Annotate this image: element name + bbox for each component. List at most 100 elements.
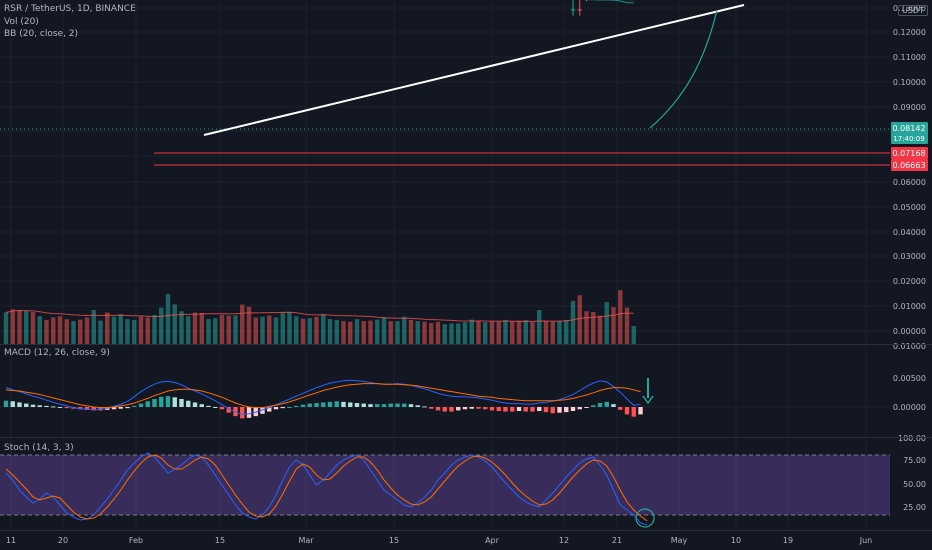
pane-separator-stoch[interactable] <box>0 437 932 438</box>
price-tick-label: 0.03000 <box>893 252 926 261</box>
volume-bar <box>145 317 150 344</box>
macd-histogram-bar <box>10 401 15 407</box>
volume-bar <box>368 320 373 344</box>
volume-bar <box>287 312 292 344</box>
macd-histogram-bar <box>219 407 225 410</box>
volume-bar <box>449 323 454 344</box>
volume-bar <box>550 321 555 344</box>
macd-histogram-bar <box>165 396 171 407</box>
macd-histogram-bar <box>206 405 211 407</box>
volume-bar <box>267 315 272 344</box>
volume-bar <box>341 321 346 344</box>
macd-histogram-bar <box>591 405 596 407</box>
macd-histogram-bar <box>118 407 123 409</box>
volume-bar <box>17 310 22 344</box>
volume-bar <box>159 307 164 344</box>
volume-bar <box>186 316 191 344</box>
macd-histogram-bar <box>462 407 468 410</box>
volume-bar <box>253 317 258 344</box>
price-tick-label: 0.09000 <box>893 103 926 112</box>
macd-histogram-bar <box>172 397 177 407</box>
vol-indicator-label[interactable]: Vol (20) <box>4 17 39 27</box>
volume-bar <box>388 321 393 344</box>
volume-bar <box>584 311 589 344</box>
volume-bar <box>442 324 447 344</box>
stoch-pane[interactable] <box>0 452 890 526</box>
volume-bar <box>307 318 312 344</box>
volume-bar <box>361 321 366 344</box>
macd-histogram-bar <box>334 401 339 407</box>
macd-signal-line <box>5 383 641 409</box>
volume-bar <box>624 307 630 344</box>
time-tick-label: Feb <box>129 536 143 545</box>
volume-bar <box>435 321 441 344</box>
symbol-title[interactable]: RSR / TetherUS, 1D, BINANCE <box>4 4 136 14</box>
macd-histogram-bar <box>503 407 508 412</box>
volume-bar <box>78 319 83 344</box>
volume-bar <box>611 307 616 344</box>
macd-indicator-label[interactable]: MACD (12, 26, close, 9) <box>4 348 110 358</box>
macd-histogram-bar <box>300 404 306 407</box>
macd-pane[interactable] <box>3 379 643 419</box>
volume-bar <box>44 319 49 344</box>
macd-histogram-bar <box>179 399 184 407</box>
macd-histogram-bar <box>125 407 130 409</box>
time-tick-label: Apr <box>485 536 500 545</box>
macd-histogram-bar <box>476 407 481 409</box>
volume-bar <box>138 316 144 344</box>
candle-body <box>577 9 582 11</box>
macd-histogram-bar <box>57 407 63 408</box>
volume-bar <box>192 312 198 344</box>
macd-histogram-bar <box>3 400 9 407</box>
macd-histogram-bar <box>321 402 326 407</box>
price-tick-label: 0.10000 <box>893 78 926 87</box>
macd-histogram-bar <box>429 407 434 409</box>
volume-bar <box>523 320 528 344</box>
volume-bar <box>334 319 339 344</box>
macd-histogram-bar <box>456 407 461 411</box>
macd-histogram-bar <box>611 404 616 407</box>
time-tick-label: 19 <box>783 536 793 545</box>
time-tick-label: Jun <box>859 536 873 545</box>
pane-separator-macd[interactable] <box>0 344 932 345</box>
price-tick-label: 0.13000 <box>893 4 926 13</box>
volume-bar <box>37 316 42 344</box>
macd-histogram-bar <box>280 407 285 409</box>
macd-histogram-bar <box>483 407 488 410</box>
volume-bar <box>381 317 387 344</box>
macd-histogram-bar <box>537 407 542 411</box>
macd-histogram-bar <box>557 407 562 413</box>
annotations[interactable] <box>0 4 890 528</box>
macd-histogram-bar <box>523 407 528 412</box>
stoch-indicator-label[interactable]: Stoch (14, 3, 3) <box>4 443 74 453</box>
volume-bar <box>456 323 461 344</box>
volume-bar <box>118 314 123 344</box>
volume-bar <box>165 293 171 344</box>
macd-tick-label: 0.01000 <box>893 342 926 351</box>
countdown-text: 17:40:09 <box>893 135 924 143</box>
price-pane[interactable] <box>4 0 636 16</box>
macd-histogram-bar <box>624 407 630 415</box>
volume-bar <box>516 320 522 344</box>
macd-histogram-bar <box>381 404 387 407</box>
price-tick-label: 0.11000 <box>893 53 926 62</box>
support-price-tag <box>891 159 928 171</box>
support-price-text: 0.07168 <box>892 149 925 158</box>
macd-histogram-bar <box>17 402 22 407</box>
price-tick-label: 0.06000 <box>893 178 926 187</box>
volume-bar <box>24 310 29 344</box>
stoch-highlight-circle <box>635 508 655 528</box>
macd-histogram-bar <box>510 407 515 412</box>
macd-tick-label: 0.00000 <box>893 403 926 412</box>
volume-bar <box>314 316 319 344</box>
currency-badge[interactable]: USDT <box>898 5 928 16</box>
macd-histogram-bar <box>408 404 414 407</box>
bb-indicator-label[interactable]: BB (20, close, 2) <box>4 29 79 39</box>
volume-bar <box>98 320 103 344</box>
volume-bar <box>111 316 117 344</box>
macd-histogram-bar <box>442 407 447 412</box>
volume-bar <box>300 318 306 344</box>
volume-bar <box>280 312 285 344</box>
macd-histogram-bar <box>530 407 535 412</box>
